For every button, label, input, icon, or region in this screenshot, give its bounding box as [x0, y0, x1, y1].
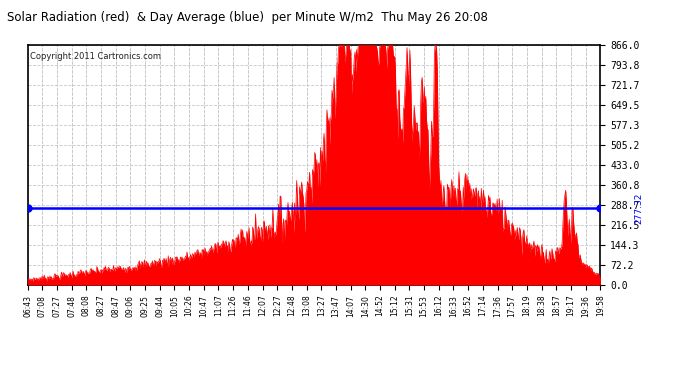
Text: 277.32: 277.32: [635, 192, 644, 224]
Text: Solar Radiation (red)  & Day Average (blue)  per Minute W/m2  Thu May 26 20:08: Solar Radiation (red) & Day Average (blu…: [7, 11, 488, 24]
Text: Copyright 2011 Cartronics.com: Copyright 2011 Cartronics.com: [30, 52, 161, 61]
